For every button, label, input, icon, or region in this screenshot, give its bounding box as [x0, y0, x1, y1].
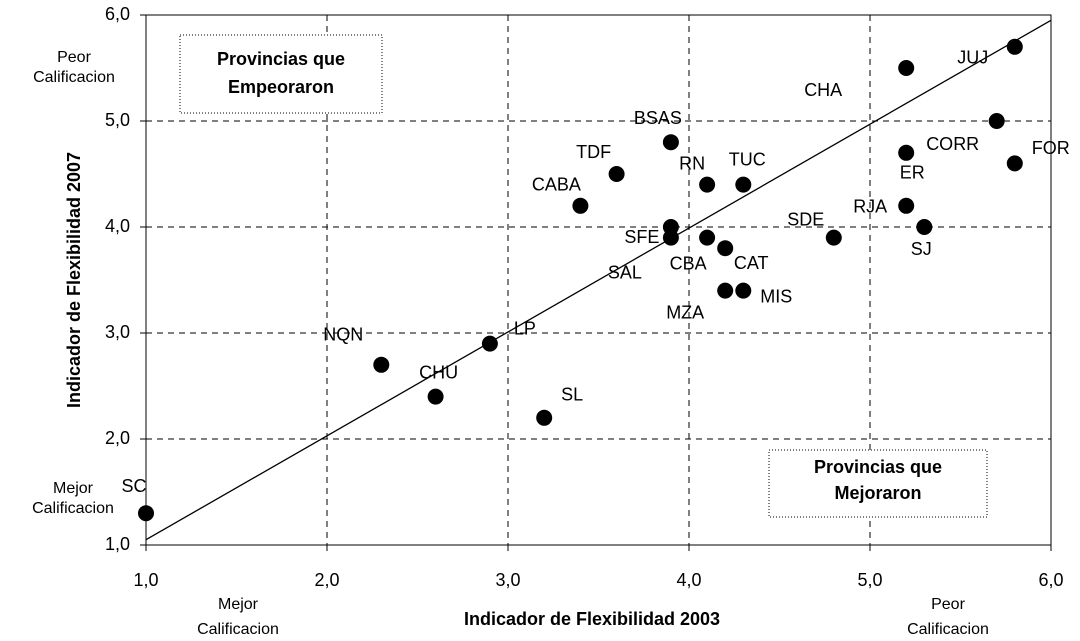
point — [427, 388, 444, 405]
annotation-box-text: Provincias que — [814, 457, 942, 477]
annotation: Peor — [931, 596, 965, 613]
point — [572, 197, 589, 214]
plot-frame — [145, 14, 1052, 546]
point — [608, 166, 625, 182]
point-label: CAT — [734, 253, 769, 273]
point-label: SC — [121, 476, 146, 496]
point — [662, 229, 679, 246]
annotation: Calificacion — [907, 621, 989, 638]
y-axis-title: Indicador de Flexibilidad 2007 — [64, 152, 84, 408]
point-label: SJ — [911, 239, 932, 259]
point-label: MIS — [760, 286, 792, 306]
annotation: Mejor — [53, 480, 94, 497]
point — [699, 229, 716, 246]
y-tick-label: 4,0 — [105, 216, 130, 236]
y-tick-label: 1,0 — [105, 534, 130, 554]
point-label: SDE — [787, 209, 824, 229]
point — [916, 219, 933, 235]
point-label: JUJ — [957, 48, 988, 68]
point — [898, 197, 915, 214]
point — [717, 240, 734, 257]
point — [138, 505, 154, 522]
point — [1006, 38, 1023, 55]
point — [536, 409, 553, 426]
point — [735, 176, 752, 193]
point-label: CHA — [804, 80, 842, 100]
x-tick-label: 5,0 — [857, 570, 882, 590]
annotation-box-text: Provincias que — [217, 49, 345, 69]
annotation: Calificacion — [32, 500, 114, 517]
annotation-box — [768, 449, 988, 518]
x-tick-label: 4,0 — [676, 570, 701, 590]
annotation: Mejor — [218, 596, 259, 613]
annotation: Calificacion — [33, 69, 115, 86]
annotation-box-text: Mejoraron — [834, 483, 921, 503]
annotation-box-text: Empeoraron — [228, 77, 334, 97]
y-tick-label: 3,0 — [105, 322, 130, 342]
point — [481, 335, 498, 352]
point-label: FOR — [1032, 138, 1070, 158]
point-label: NQN — [323, 325, 363, 345]
annotation-box — [179, 34, 383, 114]
point-label: CHU — [419, 362, 458, 382]
point — [825, 229, 842, 246]
point-label: SAL — [608, 262, 642, 282]
reference-line — [145, 19, 1052, 541]
point-label: TDF — [576, 142, 611, 162]
point-label: RN — [679, 153, 705, 173]
point-label: LP — [514, 318, 536, 338]
point-label: BSAS — [634, 108, 682, 128]
y-tick-label: 2,0 — [105, 428, 130, 448]
y-tick-label: 6,0 — [105, 4, 130, 24]
point — [662, 134, 679, 151]
x-tick-label: 6,0 — [1038, 570, 1063, 590]
point-label: CABA — [532, 175, 581, 195]
point-label: CORR — [926, 134, 979, 154]
x-axis-title: Indicador de Flexibilidad 2003 — [464, 609, 720, 629]
x-tick-label: 2,0 — [314, 570, 339, 590]
point — [735, 282, 752, 299]
point — [1006, 155, 1023, 172]
point-label: SFE — [624, 227, 659, 247]
point — [373, 356, 390, 373]
point-label: CBA — [670, 253, 707, 273]
annotation: Peor — [57, 49, 91, 66]
point-label: ER — [900, 163, 925, 183]
point-label: TUC — [729, 149, 766, 169]
point — [898, 144, 915, 161]
point-label: MZA — [666, 302, 704, 322]
point-label: RJA — [853, 197, 887, 217]
y-tick-label: 5,0 — [105, 110, 130, 130]
point-label: SL — [561, 385, 583, 405]
point — [699, 176, 716, 193]
annotation: Calificacion — [197, 621, 279, 638]
point — [988, 113, 1005, 129]
x-tick-label: 3,0 — [495, 570, 520, 590]
point — [717, 282, 734, 299]
x-tick-label: 1,0 — [133, 570, 158, 590]
point — [898, 60, 915, 76]
